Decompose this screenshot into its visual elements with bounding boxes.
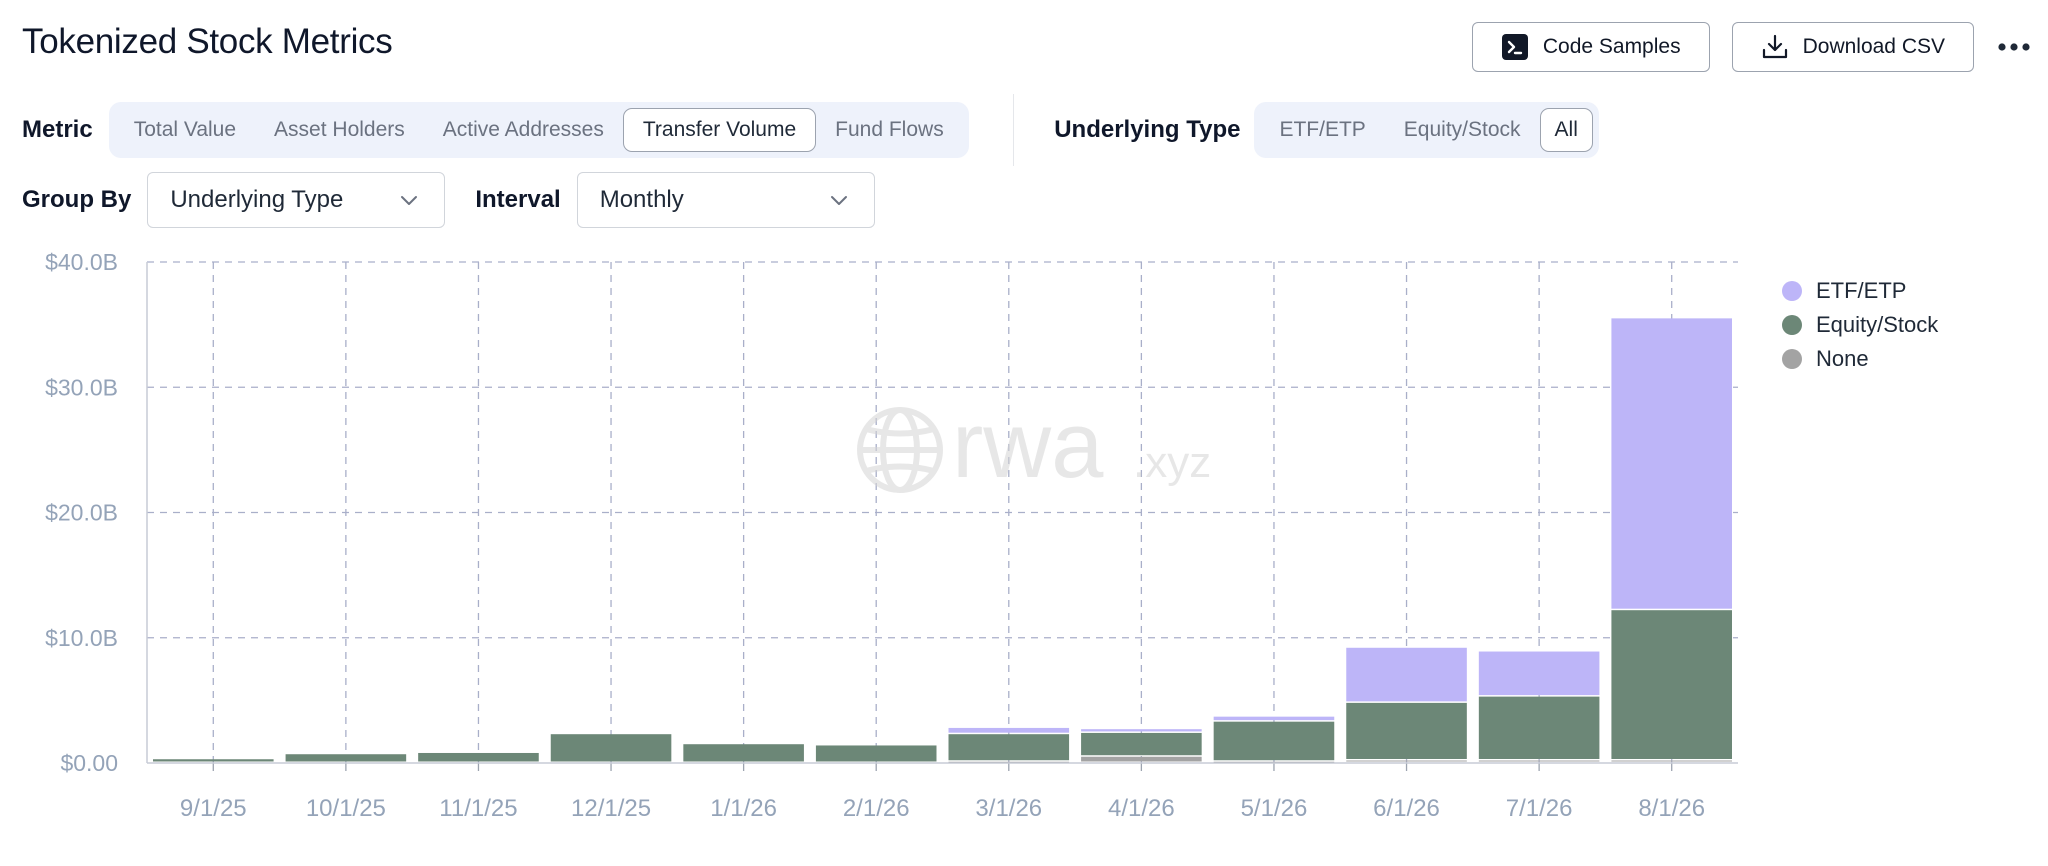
metric-option-asset-holders[interactable]: Asset Holders (274, 118, 405, 141)
bar-equity-stock-11-1-25 (418, 752, 539, 762)
x-tick-label: 11/1/25 (439, 795, 517, 822)
x-tick-label: 5/1/26 (1241, 795, 1308, 822)
bar-equity-stock-8-1-26 (1611, 610, 1732, 759)
legend-swatch-equity (1782, 315, 1802, 335)
chevron-down-icon (401, 196, 418, 205)
y-tick-label: $10.0B (45, 625, 118, 651)
download-icon (1762, 34, 1787, 59)
bar-equity-stock-2-1-26 (815, 745, 937, 762)
y-tick-label: $0.00 (60, 750, 118, 776)
code-samples-label: Code Samples (1542, 35, 1681, 58)
bar-etf-etp-5-1-26 (1213, 716, 1335, 721)
interval-value: Monthly (599, 186, 684, 213)
x-tick-label: 12/1/25 (571, 795, 651, 822)
metric-option-fund-flows[interactable]: Fund Flows (835, 118, 944, 141)
bar-etf-etp-8-1-26 (1611, 318, 1732, 609)
transfer-volume-chart: rwa .xyz $0.00 $10.0B $20.0B $30.0B $40.0B 9/… (45, 249, 1738, 822)
bar-equity-stock-7-1-26 (1478, 696, 1600, 759)
bar-equity-stock-5-1-26 (1213, 721, 1335, 761)
bar-none-7-1-26 (1478, 760, 1600, 762)
chart-bars (153, 318, 1732, 763)
y-tick-label: $30.0B (45, 374, 118, 400)
grouping-row: Group By Underlying Type Interval Monthl… (22, 172, 875, 228)
underlying-type-label: Underlying Type (1054, 116, 1241, 143)
group-by-select[interactable]: Underlying Type (147, 172, 446, 228)
metric-option-transfer-volume[interactable]: Transfer Volume (622, 108, 817, 152)
x-tick-label: 8/1/26 (1638, 795, 1705, 822)
metric-option-total-value[interactable]: Total Value (133, 118, 237, 141)
watermark-suffix: .xyz (1133, 438, 1211, 487)
bar-etf-etp-4-1-26 (1081, 729, 1202, 732)
bar-etf-etp-6-1-26 (1346, 647, 1467, 702)
bar-none-3-1-26 (948, 761, 1070, 763)
chart-legend: ETF/ETP Equity/Stock None (1782, 274, 1938, 376)
bar-equity-stock-9-1-25 (153, 759, 274, 762)
legend-label-none: None (1816, 346, 1869, 371)
watermark: rwa .xyz (857, 392, 1211, 497)
legend-item-equity[interactable]: Equity/Stock (1782, 308, 1938, 342)
x-tick-label: 2/1/26 (843, 795, 910, 822)
metric-option-active-addresses[interactable]: Active Addresses (442, 118, 604, 141)
x-tick-label: 1/1/26 (710, 795, 777, 822)
bar-none-6-1-26 (1346, 760, 1467, 762)
x-tick-label: 7/1/26 (1506, 795, 1573, 822)
download-csv-label: Download CSV (1802, 35, 1945, 58)
underlying-type-option-all[interactable]: All (1539, 108, 1593, 152)
filters-row: Metric Total Value Asset Holders Active … (22, 94, 1599, 166)
legend-item-etf[interactable]: ETF/ETP (1782, 274, 1938, 308)
x-tick-label: 6/1/26 (1373, 795, 1440, 822)
metric-label: Metric (22, 116, 93, 143)
interval-select[interactable]: Monthly (576, 172, 875, 228)
y-tick-label: $40.0B (45, 249, 118, 275)
y-tick-label: $20.0B (45, 500, 118, 526)
x-tick-label: 3/1/26 (975, 795, 1042, 822)
filters-divider (1012, 94, 1015, 166)
bar-equity-stock-10-1-25 (285, 754, 407, 762)
x-tick-label: 10/1/25 (306, 795, 386, 822)
top-actions: Code Samples Download CSV (1471, 22, 2032, 72)
page-title: Tokenized Stock Metrics (22, 22, 393, 61)
underlying-type-option-etf[interactable]: ETF/ETP (1279, 118, 1366, 141)
more-options-button[interactable] (1996, 29, 2032, 65)
ellipsis-icon (1998, 43, 2030, 51)
metric-segmented-control: Total Value Asset Holders Active Address… (108, 102, 969, 158)
bar-etf-etp-7-1-26 (1478, 651, 1600, 696)
download-csv-button[interactable]: Download CSV (1731, 22, 1974, 72)
bar-equity-stock-12-1-25 (550, 734, 672, 762)
legend-swatch-none (1782, 349, 1802, 369)
bar-equity-stock-6-1-26 (1346, 702, 1467, 759)
code-samples-button[interactable]: Code Samples (1471, 22, 1710, 72)
bar-equity-stock-1-1-26 (683, 744, 804, 762)
bar-none-8-1-26 (1611, 760, 1732, 762)
legend-label-etf: ETF/ETP (1816, 278, 1907, 303)
watermark-brand: rwa (952, 392, 1104, 497)
interval-label: Interval (475, 186, 561, 213)
bar-etf-etp-3-1-26 (948, 727, 1070, 733)
group-by-value: Underlying Type (170, 186, 344, 213)
bar-none-5-1-26 (1213, 761, 1335, 763)
bar-equity-stock-4-1-26 (1081, 732, 1202, 756)
bar-none-4-1-26 (1081, 756, 1202, 762)
bar-equity-stock-3-1-26 (948, 734, 1070, 761)
chart-axes: $0.00 $10.0B $20.0B $30.0B $40.0B 9/1/25 10/1/… (45, 249, 1738, 822)
globe-icon (857, 407, 943, 493)
terminal-icon (1501, 34, 1528, 60)
x-tick-label: 4/1/26 (1108, 795, 1175, 822)
legend-item-none[interactable]: None (1782, 342, 1938, 376)
x-tick-label: 9/1/25 (180, 795, 247, 822)
legend-swatch-etf (1782, 281, 1802, 301)
legend-label-equity: Equity/Stock (1816, 312, 1939, 337)
group-by-label: Group By (22, 186, 132, 213)
underlying-type-option-equity[interactable]: Equity/Stock (1403, 118, 1521, 141)
underlying-type-segmented-control: ETF/ETP Equity/Stock All (1254, 102, 1599, 158)
chevron-down-icon (830, 196, 847, 205)
